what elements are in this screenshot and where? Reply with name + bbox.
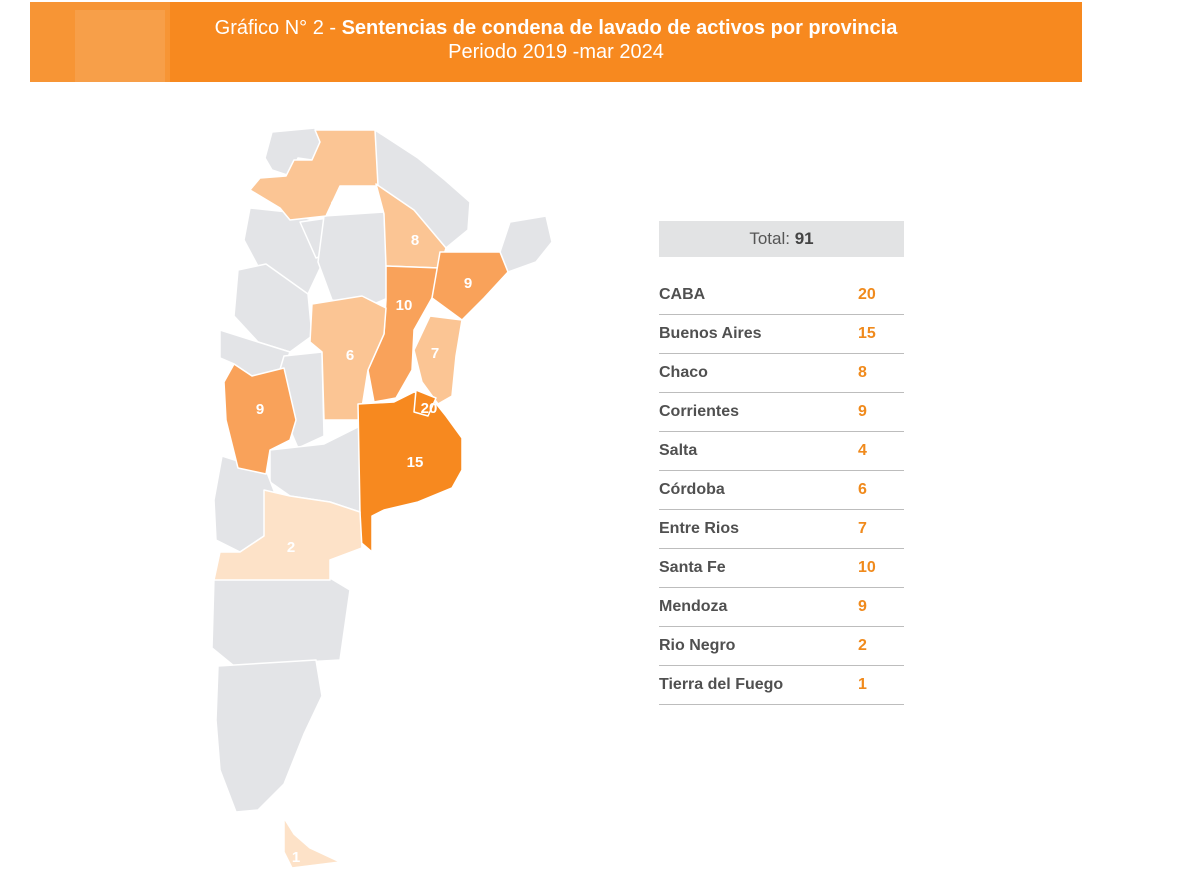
- province-value: 15: [858, 325, 876, 342]
- province-salta-shape: [249, 129, 379, 221]
- map-label-santa-fe: 10: [396, 297, 413, 314]
- table-row: Santa Fe 10: [659, 549, 904, 588]
- province-name: CABA: [659, 286, 706, 303]
- province-buenos-aires-shape: [357, 391, 463, 553]
- map-label-tierra-del-fuego: 1: [292, 849, 300, 866]
- chart-title: Gráfico N° 2 - Sentencias de condena de …: [214, 17, 898, 39]
- table-row: Entre Rios 7: [659, 510, 904, 549]
- province-name: Córdoba: [659, 481, 725, 498]
- province-misiones-shape: [499, 215, 553, 273]
- table-row: Salta 4: [659, 432, 904, 471]
- map-label-cordoba: 6: [346, 347, 354, 364]
- province-table: CABA 20 Buenos Aires 15 Chaco 8 Corrientes 9…: [659, 276, 904, 705]
- table-row: Tierra del Fuego 1: [659, 666, 904, 705]
- province-caba-shape: [413, 389, 437, 417]
- table-row: Mendoza 9: [659, 588, 904, 627]
- province-value: 2: [858, 637, 867, 654]
- province-name: Salta: [659, 442, 698, 459]
- province-name: Mendoza: [659, 598, 728, 615]
- table-row: CABA 20: [659, 276, 904, 315]
- province-value: 9: [858, 403, 867, 420]
- province-corrientes-shape: [431, 251, 509, 321]
- province-santa-cruz-shape: [215, 659, 323, 813]
- map-label-rio-negro: 2: [287, 539, 295, 556]
- province-value: 9: [858, 598, 867, 615]
- chart-header: Gráfico N° 2 - Sentencias de condena de …: [30, 2, 1082, 82]
- map-value-labels: 4 8 9 10 6 7 9 20 15 2 1: [256, 193, 472, 866]
- table-row: Córdoba 6: [659, 471, 904, 510]
- province-value: 6: [858, 481, 867, 498]
- table-row: Corrientes 9: [659, 393, 904, 432]
- province-value: 7: [858, 520, 867, 537]
- map-label-salta: 4: [331, 193, 340, 210]
- province-value: 1: [858, 676, 867, 693]
- province-name: Rio Negro: [659, 637, 736, 654]
- province-tierra-del-fuego-shape: [283, 817, 341, 869]
- map-label-entre-rios: 7: [431, 345, 439, 362]
- province-name: Entre Rios: [659, 520, 740, 537]
- table-row: Chaco 8: [659, 354, 904, 393]
- province-name: Buenos Aires: [659, 325, 762, 342]
- province-name: Corrientes: [659, 403, 740, 420]
- map-label-chaco: 8: [411, 232, 419, 249]
- province-value: 20: [858, 286, 876, 303]
- total-value: 91: [794, 229, 814, 248]
- map-label-buenos-aires: 15: [407, 454, 424, 471]
- province-la-rioja-shape: [233, 263, 313, 353]
- argentina-map: 4 8 9 10 6 7 9 20 15 2 1: [211, 127, 553, 869]
- province-value: 10: [858, 559, 876, 576]
- total-box: Total: 91: [659, 221, 904, 257]
- province-value: 8: [858, 364, 867, 381]
- province-mendoza-shape: [223, 363, 297, 475]
- province-entre-rios-shape: [413, 315, 463, 405]
- chart-subtitle: Periodo 2019 -mar 2024: [448, 41, 664, 63]
- province-rio-negro-shape: [213, 489, 363, 581]
- province-name: Tierra del Fuego: [659, 676, 784, 693]
- province-value: 4: [858, 442, 867, 459]
- province-name: Chaco: [659, 364, 708, 381]
- map-label-mendoza: 9: [256, 401, 264, 418]
- province-chubut-shape: [211, 577, 351, 667]
- province-cordoba-shape: [309, 295, 387, 421]
- table-row: Rio Negro 2: [659, 627, 904, 666]
- map-label-caba: 20: [421, 400, 438, 417]
- province-santiago-shape: [317, 211, 389, 309]
- table-row: Buenos Aires 15: [659, 315, 904, 354]
- total-label: Total:: [749, 229, 790, 248]
- province-name: Santa Fe: [659, 559, 726, 576]
- map-label-corrientes: 9: [464, 275, 472, 292]
